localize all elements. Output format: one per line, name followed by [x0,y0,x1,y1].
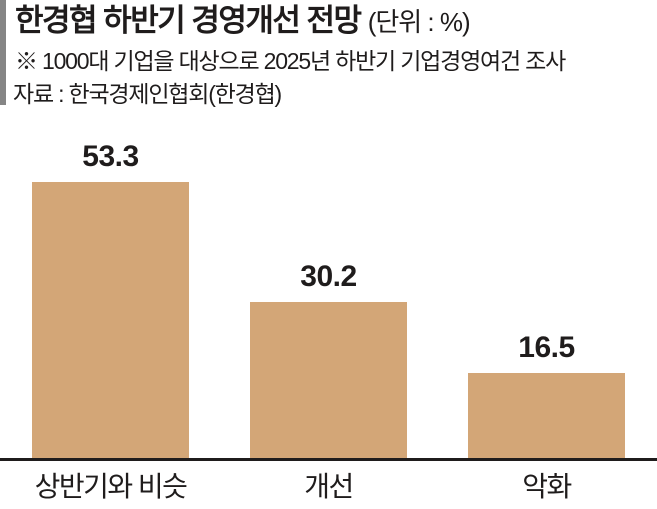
bar-group: 16.5 [468,331,625,458]
left-accent-bar [0,0,6,105]
bar-value-label: 16.5 [518,331,575,364]
chart-title: 한경협 하반기 경영개선 전망 (단위 : %) [15,1,471,42]
category-label: 개선 [304,471,354,502]
bar [32,182,189,458]
bar-value-label: 53.3 [82,140,139,173]
bar-group: 30.2 [250,260,407,458]
category-label: 상반기와 비슷 [34,471,188,502]
source-note: 자료 : 한국경제인협회(한경협) [13,81,282,107]
plot-area: 53.3 30.2 16.5 [0,130,657,458]
chart-title-text: 한경협 하반기 경영개선 전망 [15,3,362,38]
bar [468,373,625,458]
category-label-row: 상반기와 비슷 개선 악화 [0,471,657,503]
survey-note: ※ 1000대 기업을 대상으로 2025년 하반기 기업경영여건 조사 [15,48,566,74]
bar-value-label: 30.2 [300,260,357,293]
x-axis-line [0,458,657,461]
category-label: 악화 [522,471,572,502]
bar [250,302,407,458]
chart-unit-label: (단위 : %) [367,7,471,37]
bar-group: 53.3 [32,140,189,458]
